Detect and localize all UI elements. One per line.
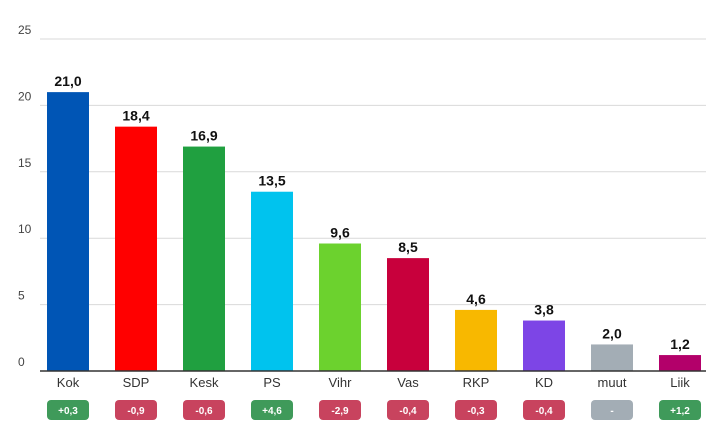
bar-kd bbox=[523, 320, 565, 371]
y-tick-label: 25 bbox=[18, 23, 32, 37]
value-label: 4,6 bbox=[466, 291, 486, 307]
value-label: 9,6 bbox=[330, 225, 350, 241]
change-badge-label: -0,9 bbox=[127, 406, 145, 417]
change-badges: +0,3 -0,9 -0,6 +4,6 -2,9 -0,4 -0,3 -0,4 - +1,2 bbox=[47, 400, 701, 420]
category-label: Vihr bbox=[329, 375, 353, 390]
bars bbox=[47, 92, 701, 372]
change-badge: -0,9 bbox=[115, 400, 157, 420]
change-badge-bg bbox=[115, 400, 157, 420]
bar-kesk bbox=[183, 146, 225, 371]
category-label: muut bbox=[598, 375, 627, 390]
y-tick-label: 20 bbox=[18, 89, 32, 103]
value-label: 1,2 bbox=[670, 336, 690, 352]
category-label: SDP bbox=[123, 375, 150, 390]
bar-vihr bbox=[319, 243, 361, 371]
change-badge: -0,6 bbox=[183, 400, 225, 420]
value-label: 21,0 bbox=[54, 73, 81, 89]
bar-ps bbox=[251, 191, 293, 371]
change-badge: +1,2 bbox=[659, 400, 701, 420]
change-badge-bg bbox=[319, 400, 361, 420]
change-badge: -0,4 bbox=[387, 400, 429, 420]
change-badge-label: - bbox=[610, 406, 613, 417]
change-badge: -0,4 bbox=[523, 400, 565, 420]
bar-kok bbox=[47, 92, 89, 372]
bar-rkp bbox=[455, 309, 497, 371]
y-tick-label: 15 bbox=[18, 156, 32, 170]
change-badge-bg bbox=[387, 400, 429, 420]
bar-muut bbox=[591, 344, 633, 371]
change-badge-label: -0,4 bbox=[535, 406, 553, 417]
change-badge: - bbox=[591, 400, 633, 420]
change-badge-label: +1,2 bbox=[670, 406, 690, 417]
y-tick-label: 0 bbox=[18, 355, 25, 369]
category-label: Kesk bbox=[190, 375, 219, 390]
change-badge-bg bbox=[47, 400, 89, 420]
change-badge: -0,3 bbox=[455, 400, 497, 420]
y-tick-label: 10 bbox=[18, 222, 32, 236]
change-badge-bg bbox=[523, 400, 565, 420]
change-badge: -2,9 bbox=[319, 400, 361, 420]
change-badge: +0,3 bbox=[47, 400, 89, 420]
value-label: 16,9 bbox=[190, 128, 217, 144]
bar-vas bbox=[387, 258, 429, 371]
value-labels: 21,0 18,4 16,9 13,5 9,6 8,5 4,6 3,8 2,0 1,2 bbox=[54, 73, 690, 352]
change-badge-bg bbox=[455, 400, 497, 420]
value-label: 2,0 bbox=[602, 325, 622, 341]
value-label: 18,4 bbox=[122, 108, 149, 124]
category-label: Kok bbox=[57, 375, 80, 390]
change-badge-label: -0,6 bbox=[195, 406, 213, 417]
change-badge-label: -2,9 bbox=[331, 406, 349, 417]
value-label: 8,5 bbox=[398, 239, 418, 255]
y-tick-label: 5 bbox=[18, 289, 25, 303]
change-badge-label: -0,3 bbox=[467, 406, 485, 417]
change-badge-label: +0,3 bbox=[58, 406, 78, 417]
change-badge-bg bbox=[659, 400, 701, 420]
change-badge-label: -0,4 bbox=[399, 406, 417, 417]
change-badge-bg bbox=[251, 400, 293, 420]
change-badge-bg bbox=[591, 400, 633, 420]
y-axis-ticks: 0 5 10 15 20 25 bbox=[18, 23, 32, 369]
bar-sdp bbox=[115, 126, 157, 371]
value-label: 13,5 bbox=[258, 173, 285, 189]
bar-liik bbox=[659, 355, 701, 371]
change-badge-bg bbox=[183, 400, 225, 420]
category-label: Vas bbox=[397, 375, 419, 390]
category-labels: Kok SDP Kesk PS Vihr Vas RKP KD muut Liik bbox=[57, 375, 690, 390]
category-label: PS bbox=[263, 375, 281, 390]
category-label: KD bbox=[535, 375, 553, 390]
change-badge: +4,6 bbox=[251, 400, 293, 420]
change-badge-label: +4,6 bbox=[262, 406, 282, 417]
value-label: 3,8 bbox=[534, 302, 554, 318]
category-label: Liik bbox=[670, 375, 690, 390]
category-label: RKP bbox=[463, 375, 490, 390]
